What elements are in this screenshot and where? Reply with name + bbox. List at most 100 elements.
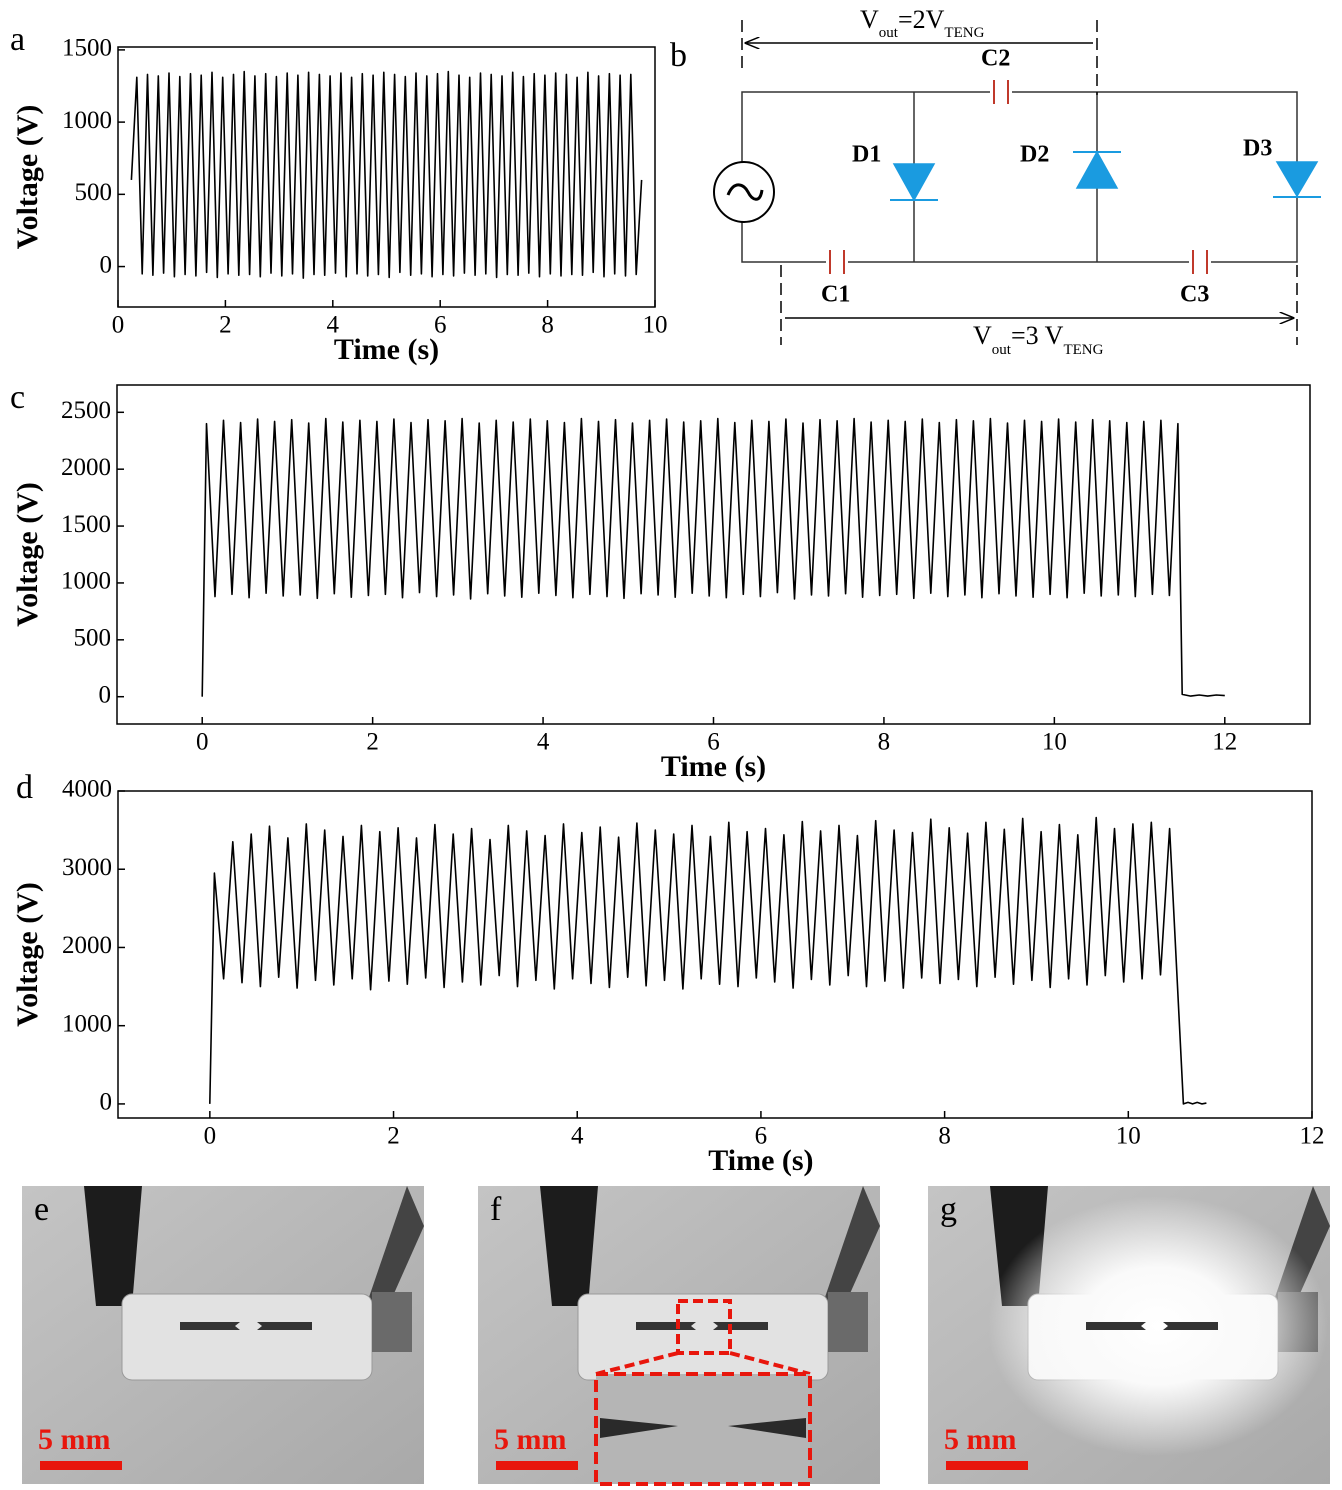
x-tick-label: 4	[537, 729, 550, 756]
output-label: Vout=3 VTENG	[973, 321, 1104, 358]
label-part: V	[860, 5, 879, 34]
dimension-arrow	[746, 43, 1293, 318]
y-tick-label: 2000	[62, 932, 112, 959]
x-tick-label: 12	[1212, 729, 1237, 756]
line-series	[130, 70, 643, 279]
y-axis-label: Voltage (V)	[11, 105, 44, 250]
electrodes	[1086, 1322, 1218, 1330]
x-tick-label: 0	[112, 312, 125, 339]
x-tick-label: 10	[1116, 1123, 1141, 1150]
x-tick-label: 0	[196, 729, 209, 756]
y-tick-label: 500	[74, 625, 112, 652]
scale-label: 5 mm	[38, 1423, 110, 1456]
chart: 0 500 1000 1500 0 2 4 6 8 10 Time (s) Voltage (V) a	[10, 21, 668, 366]
panel-label: b	[670, 37, 687, 74]
x-tick-label: 10	[643, 312, 668, 339]
wire-clip	[366, 1186, 424, 1316]
electrode-cap	[828, 1292, 868, 1352]
electrodes	[636, 1322, 768, 1330]
x-axis-label: Time (s)	[334, 333, 439, 366]
electrodes	[180, 1322, 312, 1330]
panel-label: e	[34, 1191, 49, 1228]
y-tick-label: 1500	[62, 35, 112, 62]
photo: f 5 mm	[478, 1186, 880, 1486]
panel-label: d	[16, 769, 33, 806]
wire	[913, 92, 1098, 262]
x-tick-label: 6	[755, 1123, 768, 1150]
scale-bar	[496, 1461, 578, 1470]
wire-clip	[822, 1186, 880, 1316]
circuit-diagram: b C2 C1 C3 D1 D2 D3 Vout=2VTENG Vout=3 V…	[670, 5, 1321, 358]
y-tick-label: 0	[99, 681, 112, 708]
x-axis-label: Time (s)	[661, 750, 766, 783]
y-tick-label: 0	[100, 251, 113, 278]
scale-bar	[40, 1461, 122, 1470]
label-part: =2V	[898, 5, 945, 34]
photo: g 5 mm	[928, 1186, 1330, 1484]
output-label: Vout=2VTENG	[860, 5, 985, 41]
x-tick-label: 6	[707, 729, 720, 756]
capacitor-label: C2	[981, 46, 1010, 72]
chart: 0 1000 2000 3000 4000 0 2 4 6 8 10 12 Time (s) Voltag…	[11, 769, 1325, 1177]
line-series	[209, 816, 1207, 1105]
x-tick-label: 4	[327, 312, 340, 339]
y-tick-label: 2500	[61, 397, 111, 424]
y-tick-label: 3000	[62, 854, 112, 881]
x-tick-label: 8	[938, 1123, 951, 1150]
y-tick-label: 500	[75, 179, 113, 206]
photo: e 5 mm	[22, 1186, 424, 1484]
wire	[741, 91, 1298, 263]
y-tick-label: 1500	[61, 511, 111, 538]
ac-source	[713, 161, 775, 223]
label-sub: TENG	[944, 25, 984, 41]
y-tick-label: 2000	[61, 454, 111, 481]
electrode-cap	[372, 1292, 412, 1352]
label-sub: TENG	[1063, 342, 1103, 358]
x-tick-label: 2	[219, 312, 232, 339]
x-tick-label: 8	[541, 312, 554, 339]
y-tick-label: 0	[100, 1089, 113, 1116]
x-tick-label: 2	[366, 729, 379, 756]
panel-label: c	[10, 379, 25, 416]
photos: e 5 mm f 5 mm g 5 mm	[22, 1186, 1330, 1486]
plot-frame	[117, 790, 1313, 1119]
zoom-electrodes	[600, 1418, 806, 1438]
panel-label: a	[10, 21, 25, 58]
scale-bar	[946, 1461, 1028, 1470]
x-tick-label: 10	[1042, 729, 1067, 756]
line-series	[201, 417, 1225, 697]
y-axis-label: Voltage (V)	[11, 882, 44, 1027]
tube	[121, 1293, 373, 1381]
plot-frame	[116, 384, 1311, 725]
x-tick-label: 0	[204, 1123, 217, 1150]
panel-label: f	[490, 1191, 502, 1228]
chart: 0 500 1000 1500 2000 2500 0 2 4 6 8 10 12 Time (s) Vol…	[10, 379, 1311, 783]
y-tick-label: 4000	[62, 776, 112, 803]
y-tick-label: 1000	[62, 107, 112, 134]
zoom-lines	[595, 1351, 811, 1376]
x-axis-label: Time (s)	[708, 1144, 813, 1177]
x-tick-label: 6	[434, 312, 447, 339]
capacitor-label: C1	[821, 282, 850, 308]
y-tick-label: 1000	[62, 1010, 112, 1037]
capacitor-label: C3	[1180, 282, 1209, 308]
discharge-glow	[988, 1196, 1328, 1456]
label-part: V	[973, 321, 992, 350]
diode-label: D2	[1020, 142, 1049, 168]
scale-label: 5 mm	[494, 1423, 566, 1456]
clamp	[540, 1186, 598, 1306]
y-tick-label: 1000	[61, 568, 111, 595]
panel-label: g	[940, 1191, 957, 1228]
x-tick-label: 8	[878, 729, 891, 756]
zoom-box	[676, 1299, 732, 1355]
scale-label: 5 mm	[944, 1423, 1016, 1456]
label-sub: out	[879, 25, 899, 41]
capacitors	[826, 80, 1211, 274]
x-tick-label: 12	[1300, 1123, 1325, 1150]
x-tick-label: 4	[571, 1123, 584, 1150]
diode-label: D1	[852, 142, 881, 168]
y-axis-label: Voltage (V)	[11, 482, 44, 627]
x-tick-label: 2	[387, 1123, 400, 1150]
clamp	[84, 1186, 142, 1306]
